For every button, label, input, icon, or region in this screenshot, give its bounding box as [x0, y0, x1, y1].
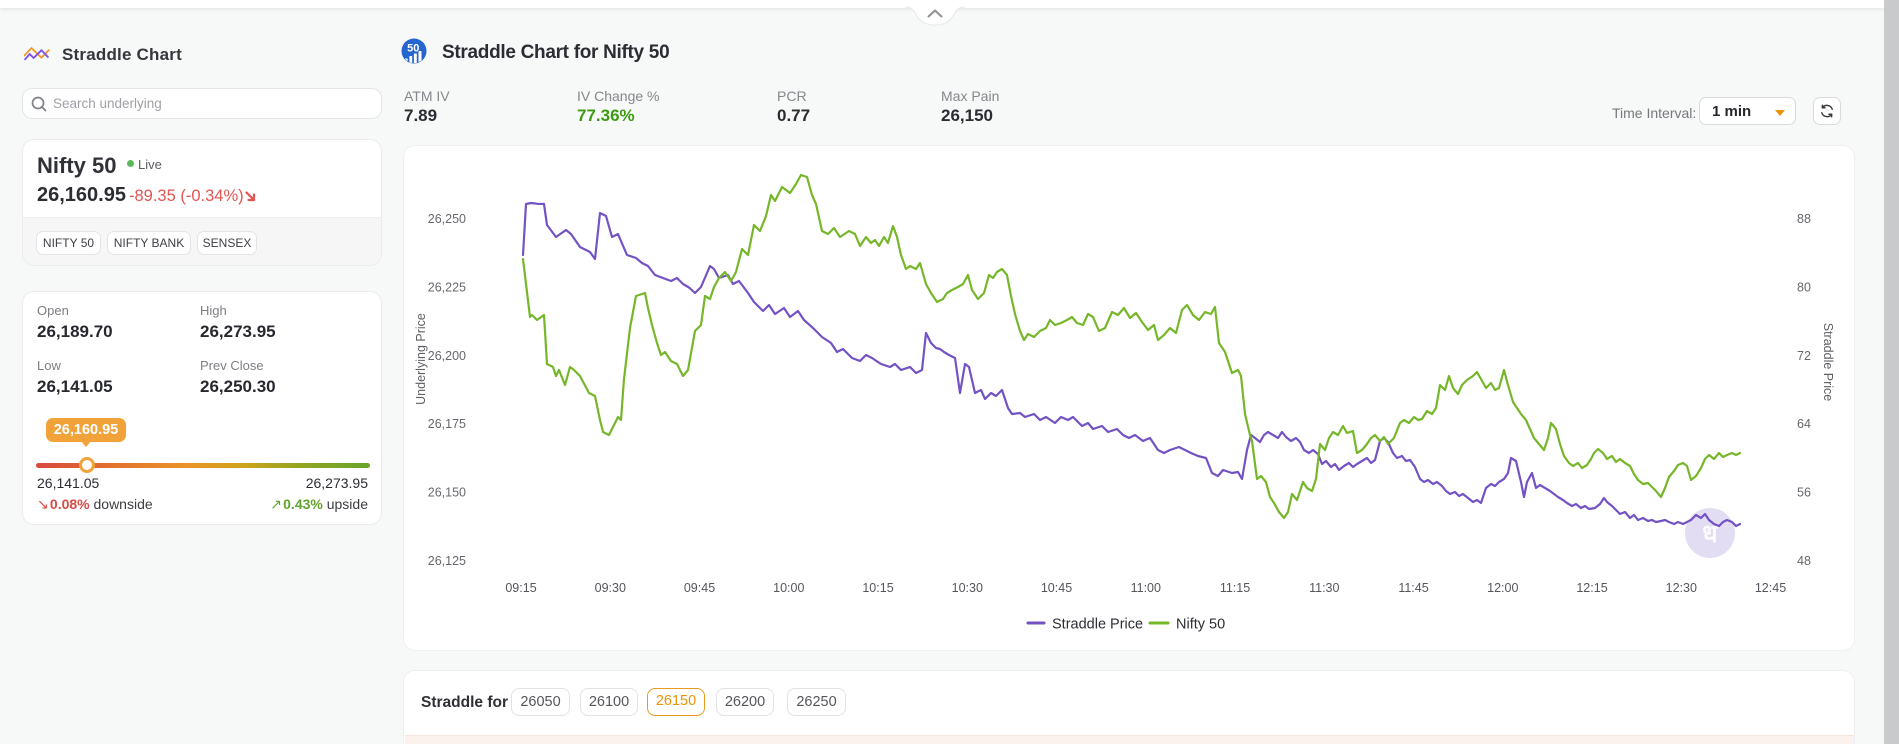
svg-text:26,250: 26,250 — [428, 212, 466, 226]
svg-text:10:30: 10:30 — [952, 581, 983, 595]
svg-text:Nifty 50: Nifty 50 — [1176, 617, 1225, 633]
svg-text:Straddle Price: Straddle Price — [1052, 617, 1143, 633]
svg-text:88: 88 — [1797, 212, 1811, 226]
svg-text:12:00: 12:00 — [1487, 581, 1518, 595]
svg-text:11:30: 11:30 — [1309, 581, 1339, 595]
svg-text:48: 48 — [1797, 554, 1811, 568]
svg-text:26,125: 26,125 — [428, 554, 466, 568]
svg-text:11:15: 11:15 — [1220, 581, 1250, 595]
svg-text:11:00: 11:00 — [1131, 581, 1161, 595]
svg-text:72: 72 — [1797, 349, 1811, 363]
svg-text:56: 56 — [1797, 486, 1811, 500]
svg-text:26,150: 26,150 — [428, 486, 466, 500]
svg-text:Underlying Price: Underlying Price — [414, 313, 428, 405]
svg-text:Straddle Price: Straddle Price — [1821, 323, 1835, 402]
svg-text:26,200: 26,200 — [428, 349, 466, 363]
svg-text:12:30: 12:30 — [1666, 581, 1697, 595]
svg-text:11:45: 11:45 — [1398, 581, 1428, 595]
svg-text:10:00: 10:00 — [773, 581, 804, 595]
svg-text:64: 64 — [1797, 417, 1811, 431]
svg-text:10:45: 10:45 — [1041, 581, 1072, 595]
svg-text:12:15: 12:15 — [1576, 581, 1607, 595]
svg-text:80: 80 — [1797, 280, 1811, 294]
svg-text:09:15: 09:15 — [505, 581, 536, 595]
svg-text:26,225: 26,225 — [428, 280, 466, 294]
svg-text:26,175: 26,175 — [428, 417, 466, 431]
svg-text:50: 50 — [407, 42, 419, 54]
svg-text:09:30: 09:30 — [595, 581, 626, 595]
svg-text:09:45: 09:45 — [684, 581, 715, 595]
svg-text:ध: ध — [1702, 520, 1719, 548]
svg-text:12:45: 12:45 — [1755, 581, 1786, 595]
svg-text:10:15: 10:15 — [862, 581, 893, 595]
